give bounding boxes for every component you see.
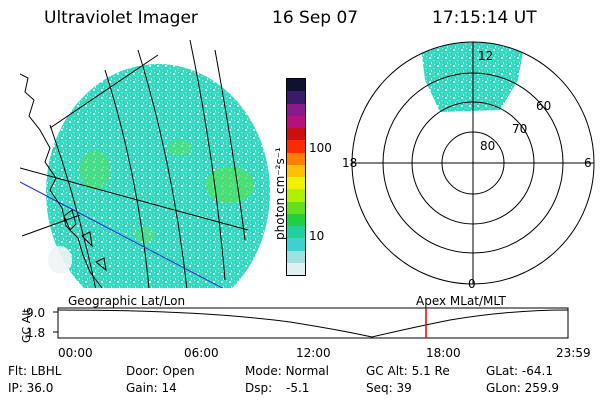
time-tick-0: 00:00 bbox=[58, 346, 93, 360]
status-glon: GLon: 259.9 bbox=[486, 381, 559, 395]
status-gc-alt: GC Alt: 5.1 Re bbox=[366, 364, 450, 378]
colorbar-segment bbox=[287, 250, 305, 263]
colorbar-segment bbox=[287, 226, 305, 239]
apex-label: Apex MLat/MLT bbox=[416, 294, 506, 308]
colorbar bbox=[286, 78, 306, 276]
geographic-image bbox=[20, 40, 270, 288]
colorbar-segment bbox=[287, 262, 305, 275]
status-gain: Gain: 14 bbox=[126, 381, 177, 395]
image-date: 16 Sep 07 bbox=[272, 8, 359, 28]
mlt-label-12: 12 bbox=[478, 49, 493, 63]
altitude-tick-9: 9.0 bbox=[26, 306, 46, 320]
altitude-tick-1-8: 1.8 bbox=[26, 326, 46, 340]
colorbar-segment bbox=[287, 177, 305, 190]
mlt-label-0: 0 bbox=[468, 277, 476, 290]
colorbar-segment bbox=[287, 140, 305, 153]
time-tick-18: 18:00 bbox=[426, 346, 461, 360]
colorbar-segment bbox=[287, 213, 305, 226]
colorbar-segment bbox=[287, 152, 305, 165]
colorbar-segment bbox=[287, 164, 305, 177]
mlat-label-60: 60 bbox=[536, 99, 551, 113]
status-door: Door: Open bbox=[126, 364, 195, 378]
colorbar-segment bbox=[287, 189, 305, 202]
colorbar-segment bbox=[287, 103, 305, 116]
altitude-plot bbox=[53, 307, 569, 339]
status-glat: GLat: -64.1 bbox=[486, 364, 553, 378]
time-tick-12: 12:00 bbox=[296, 346, 331, 360]
status-seq: Seq: 39 bbox=[366, 381, 412, 395]
mlt-label-18: 18 bbox=[342, 156, 357, 170]
instrument-title: Ultraviolet Imager bbox=[44, 8, 198, 28]
colorbar-tick-100: 100 bbox=[309, 141, 332, 155]
status-flt: Flt: LBHL bbox=[8, 364, 62, 378]
status-mode: Mode: Normal bbox=[245, 364, 329, 378]
geographic-label: Geographic Lat/Lon bbox=[68, 294, 186, 308]
mlat-label-70: 70 bbox=[512, 122, 527, 136]
colorbar-tick-10: 10 bbox=[309, 229, 325, 243]
altitude-ylabel: GC Alt bbox=[20, 308, 33, 343]
status-ip: IP: 36.0 bbox=[8, 381, 54, 395]
mlt-label-6: 6 bbox=[584, 156, 592, 170]
image-time: 17:15:14 UT bbox=[432, 8, 537, 28]
time-tick-end: 23:59 bbox=[556, 346, 591, 360]
colorbar-segment bbox=[287, 91, 305, 104]
time-tick-6: 06:00 bbox=[184, 346, 219, 360]
colorbar-segment bbox=[287, 115, 305, 128]
colorbar-segment bbox=[287, 238, 305, 251]
colorbar-label: photon cm⁻²s⁻¹ bbox=[273, 147, 287, 240]
colorbar-segment bbox=[287, 79, 305, 92]
colorbar-segment bbox=[287, 201, 305, 214]
polar-plot: 12 18 6 0 80 70 60 bbox=[342, 41, 595, 290]
colorbar-segment bbox=[287, 128, 305, 141]
status-dsp: Dsp: -5.1 bbox=[245, 381, 310, 395]
mlat-label-80: 80 bbox=[480, 139, 495, 153]
